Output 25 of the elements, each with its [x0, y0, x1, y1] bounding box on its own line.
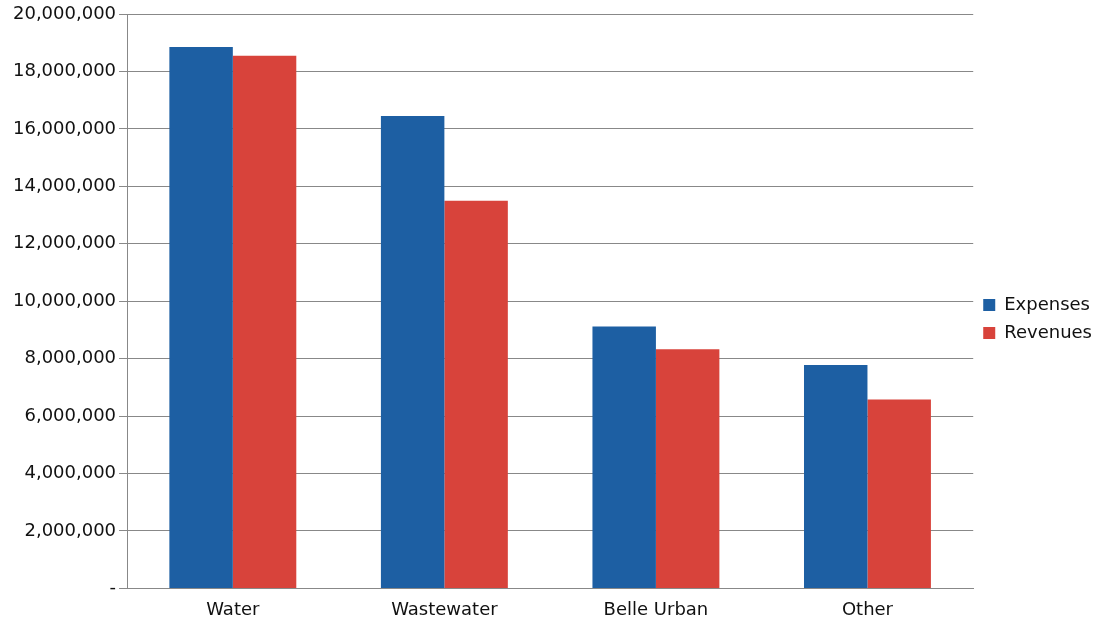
- x-tick-label: Belle Urban: [603, 597, 709, 619]
- y-tick-label: 20,000,000: [13, 1, 117, 23]
- legend-label: Expenses: [1004, 292, 1090, 314]
- bar: [655, 349, 720, 588]
- bar: [380, 115, 445, 588]
- bar: [592, 326, 656, 588]
- bar: [444, 200, 508, 588]
- bar: [804, 364, 868, 588]
- y-tick-label: 14,000,000: [13, 173, 117, 195]
- legend-label: Revenues: [1004, 320, 1093, 342]
- bar: [232, 55, 297, 588]
- x-tick-label: Wastewater: [391, 597, 499, 619]
- x-tick-label: Other: [841, 597, 894, 619]
- y-tick-label: 12,000,000: [13, 231, 117, 253]
- bar: [867, 399, 931, 588]
- y-tick-label: 6,000,000: [24, 403, 117, 425]
- y-tick-label: 16,000,000: [13, 116, 117, 138]
- y-tick-label: 8,000,000: [24, 346, 117, 368]
- y-tick-label: 4,000,000: [24, 461, 117, 483]
- y-tick-label: -: [109, 576, 117, 598]
- y-tick-label: 18,000,000: [13, 59, 117, 81]
- bar: [169, 47, 233, 588]
- y-tick-label: 2,000,000: [24, 518, 117, 540]
- y-tick-label: 10,000,000: [13, 288, 117, 310]
- x-tick-label: Water: [206, 597, 261, 619]
